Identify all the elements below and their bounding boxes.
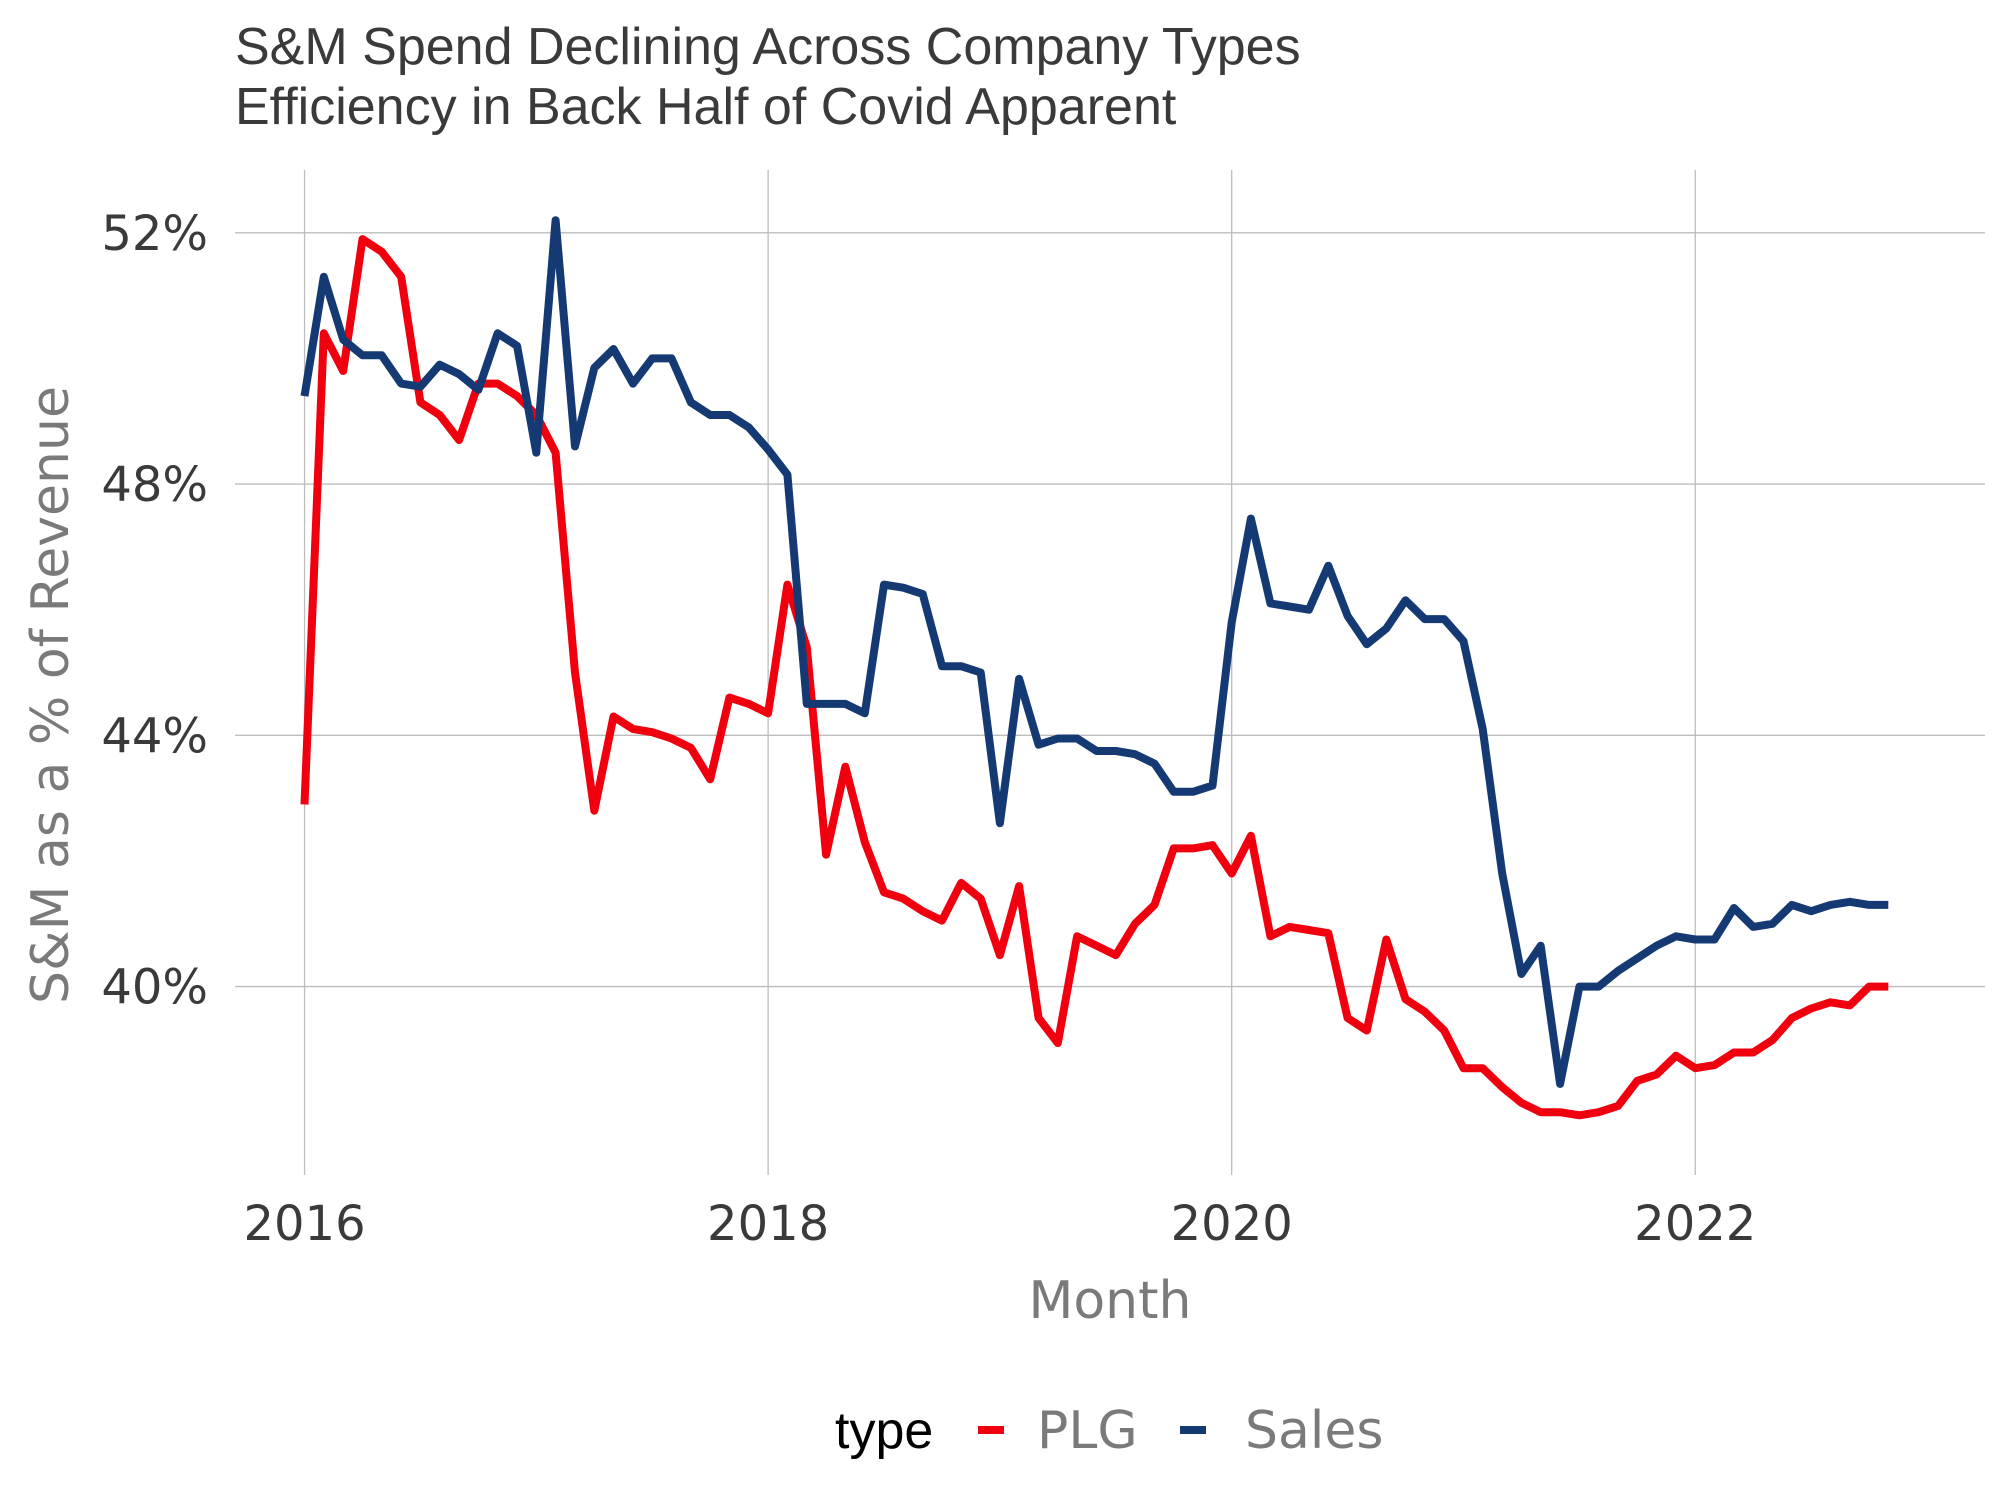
series-lines (300, 216, 1889, 1120)
y-axis-title: S&M as a % of Revenue (21, 386, 81, 1004)
horizontal-gridlines (235, 232, 1985, 988)
series-line-plg (300, 235, 1889, 1120)
series-line-sales (300, 216, 1889, 1088)
x-axis-title: Month (1029, 1271, 1192, 1331)
x-tick-label: 2016 (243, 1196, 365, 1252)
chart-title: S&M Spend Declining Across Company Types (235, 18, 1301, 76)
vertical-gridlines (303, 170, 1696, 1175)
y-axis-tick-labels: 40% 44% 48% 52% (101, 206, 208, 1016)
legend-label-plg: PLG (1037, 1401, 1138, 1461)
x-tick-label: 2018 (707, 1196, 829, 1252)
x-tick-label: 2022 (1634, 1196, 1756, 1252)
legend-title: type (835, 1402, 933, 1460)
legend: type PLG Sales (835, 1401, 1383, 1461)
chart-subtitle: Efficiency in Back Half of Covid Apparen… (235, 78, 1177, 136)
x-tick-label: 2020 (1171, 1196, 1293, 1252)
y-tick-label: 40% (101, 960, 208, 1016)
y-tick-label: 48% (101, 457, 208, 513)
x-axis-tick-labels: 2016 2018 2020 2022 (243, 1196, 1756, 1252)
y-tick-label: 44% (101, 708, 208, 764)
y-tick-label: 52% (101, 206, 208, 262)
legend-label-sales: Sales (1245, 1401, 1383, 1461)
